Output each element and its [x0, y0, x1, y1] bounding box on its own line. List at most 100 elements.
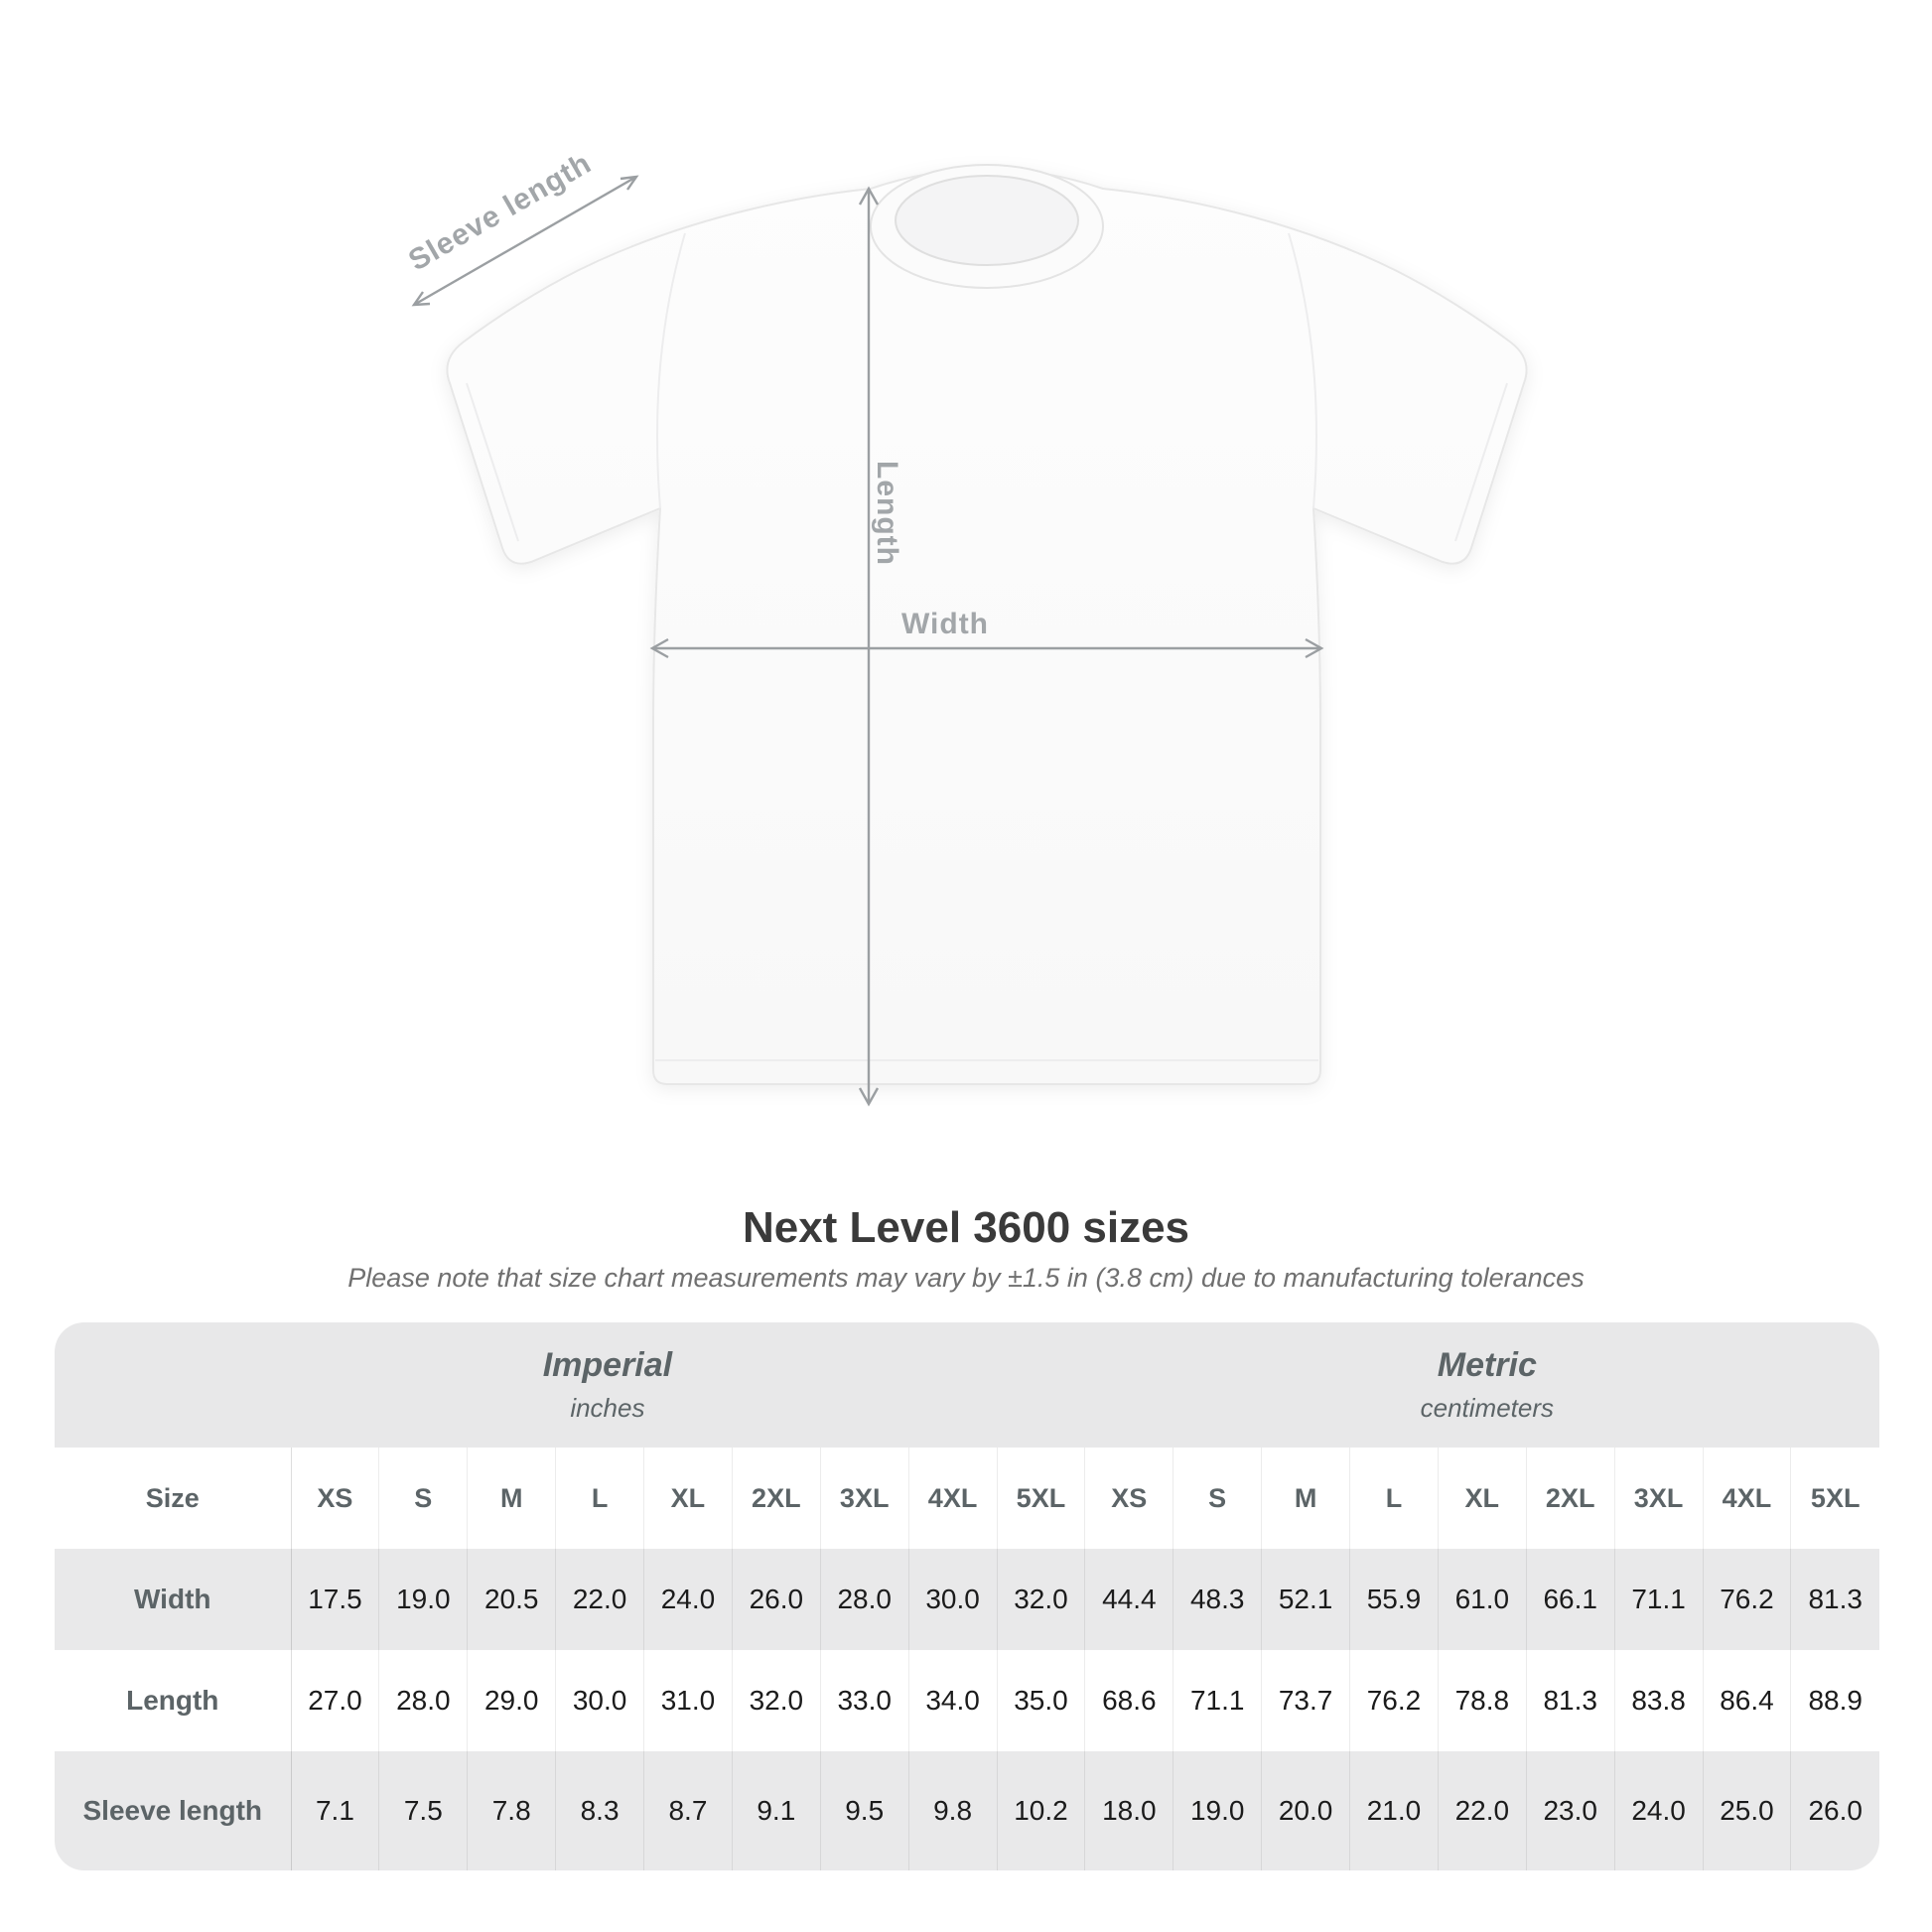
unit-header-band: Imperial inches Metric centimeters — [55, 1322, 1879, 1448]
table-cell: 20.5 — [467, 1549, 556, 1650]
table-cell: 19.0 — [1173, 1751, 1262, 1870]
size-chart-table: Imperial inches Metric centimeters Size … — [55, 1322, 1879, 1870]
size-cell: S — [1173, 1448, 1262, 1549]
metric-header: Metric centimeters — [1421, 1346, 1554, 1424]
table-cell: 24.0 — [643, 1549, 733, 1650]
table-row-sleeve-length: Sleeve length 7.1 7.5 7.8 8.3 8.7 9.1 9.… — [55, 1751, 1879, 1870]
table-cell: 8.3 — [555, 1751, 644, 1870]
table-cell: 83.8 — [1613, 1650, 1703, 1751]
table-cell: 44.4 — [1084, 1549, 1173, 1650]
size-cell: XL — [1437, 1448, 1527, 1549]
table-cell: 48.3 — [1173, 1549, 1262, 1650]
table-cell: 86.4 — [1702, 1650, 1791, 1751]
table-cell: 55.9 — [1349, 1549, 1439, 1650]
sleeve-hem-right — [1454, 382, 1508, 542]
size-cell: XS — [290, 1448, 379, 1549]
table-cell: 32.0 — [731, 1650, 821, 1751]
table-cell: 88.9 — [1790, 1650, 1879, 1751]
page-title: Next Level 3600 sizes — [742, 1203, 1190, 1252]
size-cell: M — [467, 1448, 556, 1549]
size-cell: 2XL — [1525, 1448, 1615, 1549]
imperial-title: Imperial — [542, 1346, 673, 1384]
table-cell: 22.0 — [1437, 1751, 1527, 1870]
width-label: Width — [900, 608, 990, 640]
table-row-sizes: Size XS S M L XL 2XL 3XL 4XL 5XL XS S M … — [55, 1448, 1879, 1549]
size-cell: S — [378, 1448, 468, 1549]
table-cell: 28.0 — [378, 1650, 468, 1751]
table-cell: 73.7 — [1261, 1650, 1350, 1751]
table-cell: 78.8 — [1437, 1650, 1527, 1751]
table-cell: 7.8 — [467, 1751, 556, 1870]
table-cell: 76.2 — [1349, 1650, 1439, 1751]
table-cell: 81.3 — [1525, 1650, 1615, 1751]
metric-unit: centimeters — [1420, 1393, 1555, 1423]
width-arrow — [649, 637, 1324, 659]
table-cell: 21.0 — [1349, 1751, 1439, 1870]
table-cell: 66.1 — [1525, 1549, 1615, 1650]
table-cell: 31.0 — [643, 1650, 733, 1751]
size-cell: M — [1261, 1448, 1350, 1549]
table-cell: 30.0 — [907, 1549, 997, 1650]
table-cell: 32.0 — [996, 1549, 1085, 1650]
table-cell: 52.1 — [1261, 1549, 1350, 1650]
table-cell: 71.1 — [1613, 1549, 1703, 1650]
table-cell: 26.0 — [1790, 1751, 1879, 1870]
table-cell: 76.2 — [1702, 1549, 1791, 1650]
table-cell: 61.0 — [1437, 1549, 1527, 1650]
table-cell: 34.0 — [907, 1650, 997, 1751]
tshirt-illustration — [411, 164, 1528, 1107]
table-cell: 35.0 — [996, 1650, 1085, 1751]
tshirt-measurement-diagram: Sleeve length Length Width — [403, 147, 1528, 1107]
table-cell: 10.2 — [996, 1751, 1085, 1870]
table-cell: 28.0 — [819, 1549, 909, 1650]
metric-title: Metric — [1437, 1346, 1537, 1384]
row-label: Width — [134, 1584, 211, 1614]
page-subtitle: Please note that size chart measurements… — [347, 1263, 1585, 1293]
table-row-width: Width 17.5 19.0 20.5 22.0 24.0 26.0 28.0… — [55, 1549, 1879, 1650]
table-cell: 33.0 — [819, 1650, 909, 1751]
table-cell: 9.8 — [907, 1751, 997, 1870]
table-cell: 22.0 — [555, 1549, 644, 1650]
sleeve-length-arrow — [411, 175, 639, 307]
table-cell: 19.0 — [378, 1549, 468, 1650]
sleeve-hem-left — [466, 382, 519, 542]
table-cell: 71.1 — [1173, 1650, 1262, 1751]
measurement-arrows — [411, 175, 1324, 1107]
size-cell: 5XL — [996, 1448, 1085, 1549]
measurements-table: Size XS S M L XL 2XL 3XL 4XL 5XL XS S M … — [55, 1448, 1879, 1870]
length-arrow — [858, 186, 880, 1107]
table-cell: 26.0 — [731, 1549, 821, 1650]
size-cell: L — [1349, 1448, 1439, 1549]
table-cell: 68.6 — [1084, 1650, 1173, 1751]
table-cell: 9.1 — [731, 1751, 821, 1870]
size-cell: 3XL — [1613, 1448, 1703, 1549]
size-cell: 4XL — [907, 1448, 997, 1549]
imperial-header: Imperial inches — [543, 1346, 672, 1424]
row-label: Length — [126, 1685, 219, 1716]
table-row-length: Length 27.0 28.0 29.0 30.0 31.0 32.0 33.… — [55, 1650, 1879, 1751]
table-cell: 9.5 — [819, 1751, 909, 1870]
table-cell: 25.0 — [1702, 1751, 1791, 1870]
armhole-seam-right — [1288, 232, 1317, 509]
tshirt-body — [446, 164, 1528, 1085]
table-cell: 17.5 — [290, 1549, 379, 1650]
size-cell: 5XL — [1790, 1448, 1879, 1549]
size-cell: 2XL — [731, 1448, 821, 1549]
table-cell: 18.0 — [1084, 1751, 1173, 1870]
table-cell: 81.3 — [1790, 1549, 1879, 1650]
size-header-cell: Size — [145, 1482, 200, 1513]
size-cell: XS — [1084, 1448, 1173, 1549]
imperial-unit: inches — [570, 1393, 645, 1423]
table-cell: 7.5 — [378, 1751, 468, 1870]
table-cell: 27.0 — [290, 1650, 379, 1751]
table-cell: 20.0 — [1261, 1751, 1350, 1870]
size-cell: 3XL — [819, 1448, 909, 1549]
size-cell: L — [555, 1448, 644, 1549]
table-cell: 30.0 — [555, 1650, 644, 1751]
table-cell: 23.0 — [1525, 1751, 1615, 1870]
armhole-seam-left — [656, 232, 686, 509]
row-label: Sleeve length — [82, 1795, 262, 1826]
length-label: Length — [871, 461, 903, 566]
size-cell: 4XL — [1702, 1448, 1791, 1549]
